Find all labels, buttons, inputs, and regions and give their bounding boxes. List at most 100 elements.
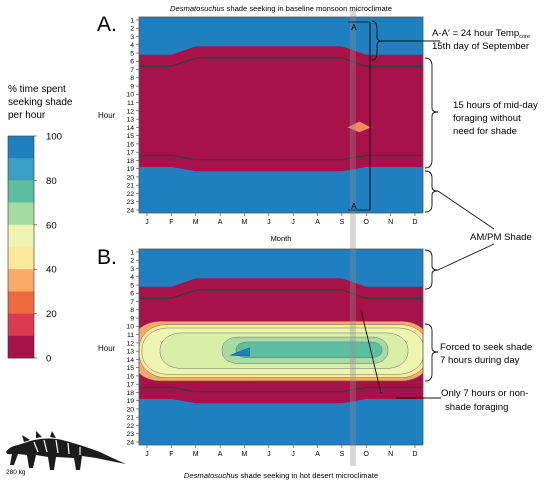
- desmatosuchus-silhouette: 280 kg: [6, 431, 126, 476]
- panel-a-y-tick-label: 17: [126, 150, 134, 157]
- panel-a-evening-rim: [139, 154, 423, 161]
- panel-b-y-tick-label: 22: [126, 423, 134, 430]
- panel-a-y-tick-label: 13: [126, 117, 134, 124]
- panel-b-y-tick-label: 17: [126, 382, 134, 389]
- panel-b-y-tick-label: 8: [130, 307, 134, 314]
- legend-swatch: [8, 335, 34, 359]
- panel-b-y-tick-label: 6: [130, 291, 134, 298]
- panel-a-y-tick-label: 10: [126, 92, 134, 99]
- panel-a-y-tick-label: 16: [126, 141, 134, 148]
- panel-b-y-tick-label: 20: [126, 406, 134, 413]
- legend-swatch: [8, 202, 34, 226]
- panel-b-y-tick-label: 1: [130, 249, 134, 256]
- panel-a-morning-rim: [139, 57, 423, 68]
- panel-a-midday-spot: [346, 121, 372, 133]
- panel-a-y-tick-label: 15: [126, 133, 134, 140]
- legend-tick-label: 0: [46, 354, 51, 365]
- panel-a-y-tick-label: 19: [126, 166, 134, 173]
- panel-b-y-tick-label: 14: [126, 357, 134, 364]
- panel-a-x-tick-label: J: [267, 219, 271, 226]
- legend-tick-label: 40: [46, 265, 57, 276]
- panel-b-x-tick-label: O: [364, 451, 370, 458]
- panel-a-y-tick-label: 6: [130, 59, 134, 66]
- panel-b-y-tick-label: 4: [130, 274, 134, 281]
- aa-annotation-line-2: 15th day of September: [432, 41, 530, 52]
- panel-a-x-tick-label: O: [364, 219, 370, 226]
- only-annotation-line-1: Only 7 hours or non-: [441, 388, 528, 399]
- foraging-annotation-line-1: 15 hours of mid-day: [453, 100, 538, 111]
- legend-tick-label: 100: [46, 132, 62, 143]
- panel-b-title: Desmatosuchus shade seeking in hot deser…: [184, 471, 378, 480]
- panel-b-label: B.: [97, 246, 117, 269]
- panel-b-x-tick-label: J: [267, 451, 271, 458]
- panel-a-x-tick-label: S: [340, 219, 345, 226]
- silhouette-mass-label: 280 kg: [6, 469, 26, 476]
- panel-b-y-tick-label: 12: [126, 340, 134, 347]
- evening-shade-bracket-a: [424, 170, 439, 213]
- forced-bracket: [424, 323, 439, 382]
- legend-swatch: [8, 313, 34, 337]
- legend-swatch: [8, 158, 34, 181]
- panel-a-frame: [138, 16, 424, 214]
- aa-annotation-line-1: A-A′ = 24 hour Tempcore: [432, 28, 530, 40]
- legend-tick-label: 20: [46, 309, 57, 320]
- marker-a-top-label: A: [351, 23, 357, 32]
- panel-b-x-tick-label: A: [315, 451, 320, 458]
- forced-annotation-line-1: Forced to seek shade: [440, 342, 532, 353]
- panel-a-title: Desmatosuchus shade seeking in baseline …: [170, 4, 392, 13]
- panel-a-y-tick-label: 14: [126, 125, 134, 132]
- panel-b-x-tick-label: N: [388, 451, 393, 458]
- legend-swatch: [8, 224, 34, 248]
- panel-b-x-tick-label: J: [291, 451, 295, 458]
- ampm-annotation: AM/PM Shade: [470, 232, 532, 243]
- panel-b-y-tick-label: 7: [130, 299, 134, 306]
- legend-color-bar: [7, 135, 35, 359]
- panel-b-peak-spot: [230, 347, 250, 357]
- panel-b-x-tick-label: D: [412, 451, 417, 458]
- legend-swatch: [8, 180, 34, 203]
- panel-a-y-tick-label: 20: [126, 174, 134, 181]
- panel-a-y-tick-label: 3: [130, 34, 134, 41]
- panel-b-y-tick-label: 24: [126, 439, 134, 446]
- panel-a-y-tick-label: 21: [126, 183, 134, 190]
- legend-title-line-1: % time spent: [8, 84, 66, 95]
- panel-a-x-tick-label: F: [169, 219, 173, 226]
- panel-b-y-tick-label: 2: [130, 258, 134, 265]
- legend-swatch: [8, 291, 34, 314]
- panel-a-y-tick-label: 2: [130, 26, 134, 33]
- panel-b-x-tick-label: J: [145, 451, 149, 458]
- panel-b-y-tick-label: 16: [126, 373, 134, 380]
- silhouette-stripes: [33, 439, 81, 455]
- legend-swatch: [8, 269, 34, 292]
- panel-a-x-tick-label: D: [412, 219, 417, 226]
- panel-a-y-tick-label: 9: [130, 83, 134, 90]
- panel-b-x-tick-label: S: [340, 451, 345, 458]
- panel-b-y-axis-label: Hour: [98, 344, 116, 353]
- panel-a-y-axis-label: Hour: [98, 111, 116, 120]
- panel-a-x-tick-label: M: [193, 219, 199, 226]
- panel-a-y-tick-label: 1: [130, 17, 134, 24]
- panel-b-y-tick-label: 21: [126, 415, 134, 422]
- morning-shade-bracket-b: [424, 249, 439, 290]
- panel-b-heatmap: [139, 249, 423, 445]
- panel-a-x-tick-label: J: [145, 219, 149, 226]
- panel-b-midday-contour-5: [235, 341, 383, 358]
- panel-b-frame: [138, 248, 424, 446]
- panel-b-evening-rim: [139, 386, 423, 393]
- panel-b-y-tick-label: 15: [126, 365, 134, 372]
- foraging-annotation-line-3: need for shade: [453, 126, 517, 137]
- panel-a-x-tick-label: A: [315, 219, 320, 226]
- panel-b-y-tick-label: 23: [126, 431, 134, 438]
- panel-a-x-tick-label: J: [291, 219, 295, 226]
- panel-b-y-tick-label: 10: [126, 324, 134, 331]
- foraging-annotation-line-2: foraging without: [453, 113, 521, 124]
- legend-frame: [7, 135, 35, 359]
- panel-a-y-tick-label: 22: [126, 191, 134, 198]
- panel-a-y-tick-label: 11: [127, 100, 134, 107]
- panel-b-y-tick-label: 9: [130, 315, 134, 322]
- panel-a-x-tick-label: N: [388, 219, 393, 226]
- annotations: A-A′ = 24 hour Tempcore 15th day of Sept…: [360, 20, 538, 413]
